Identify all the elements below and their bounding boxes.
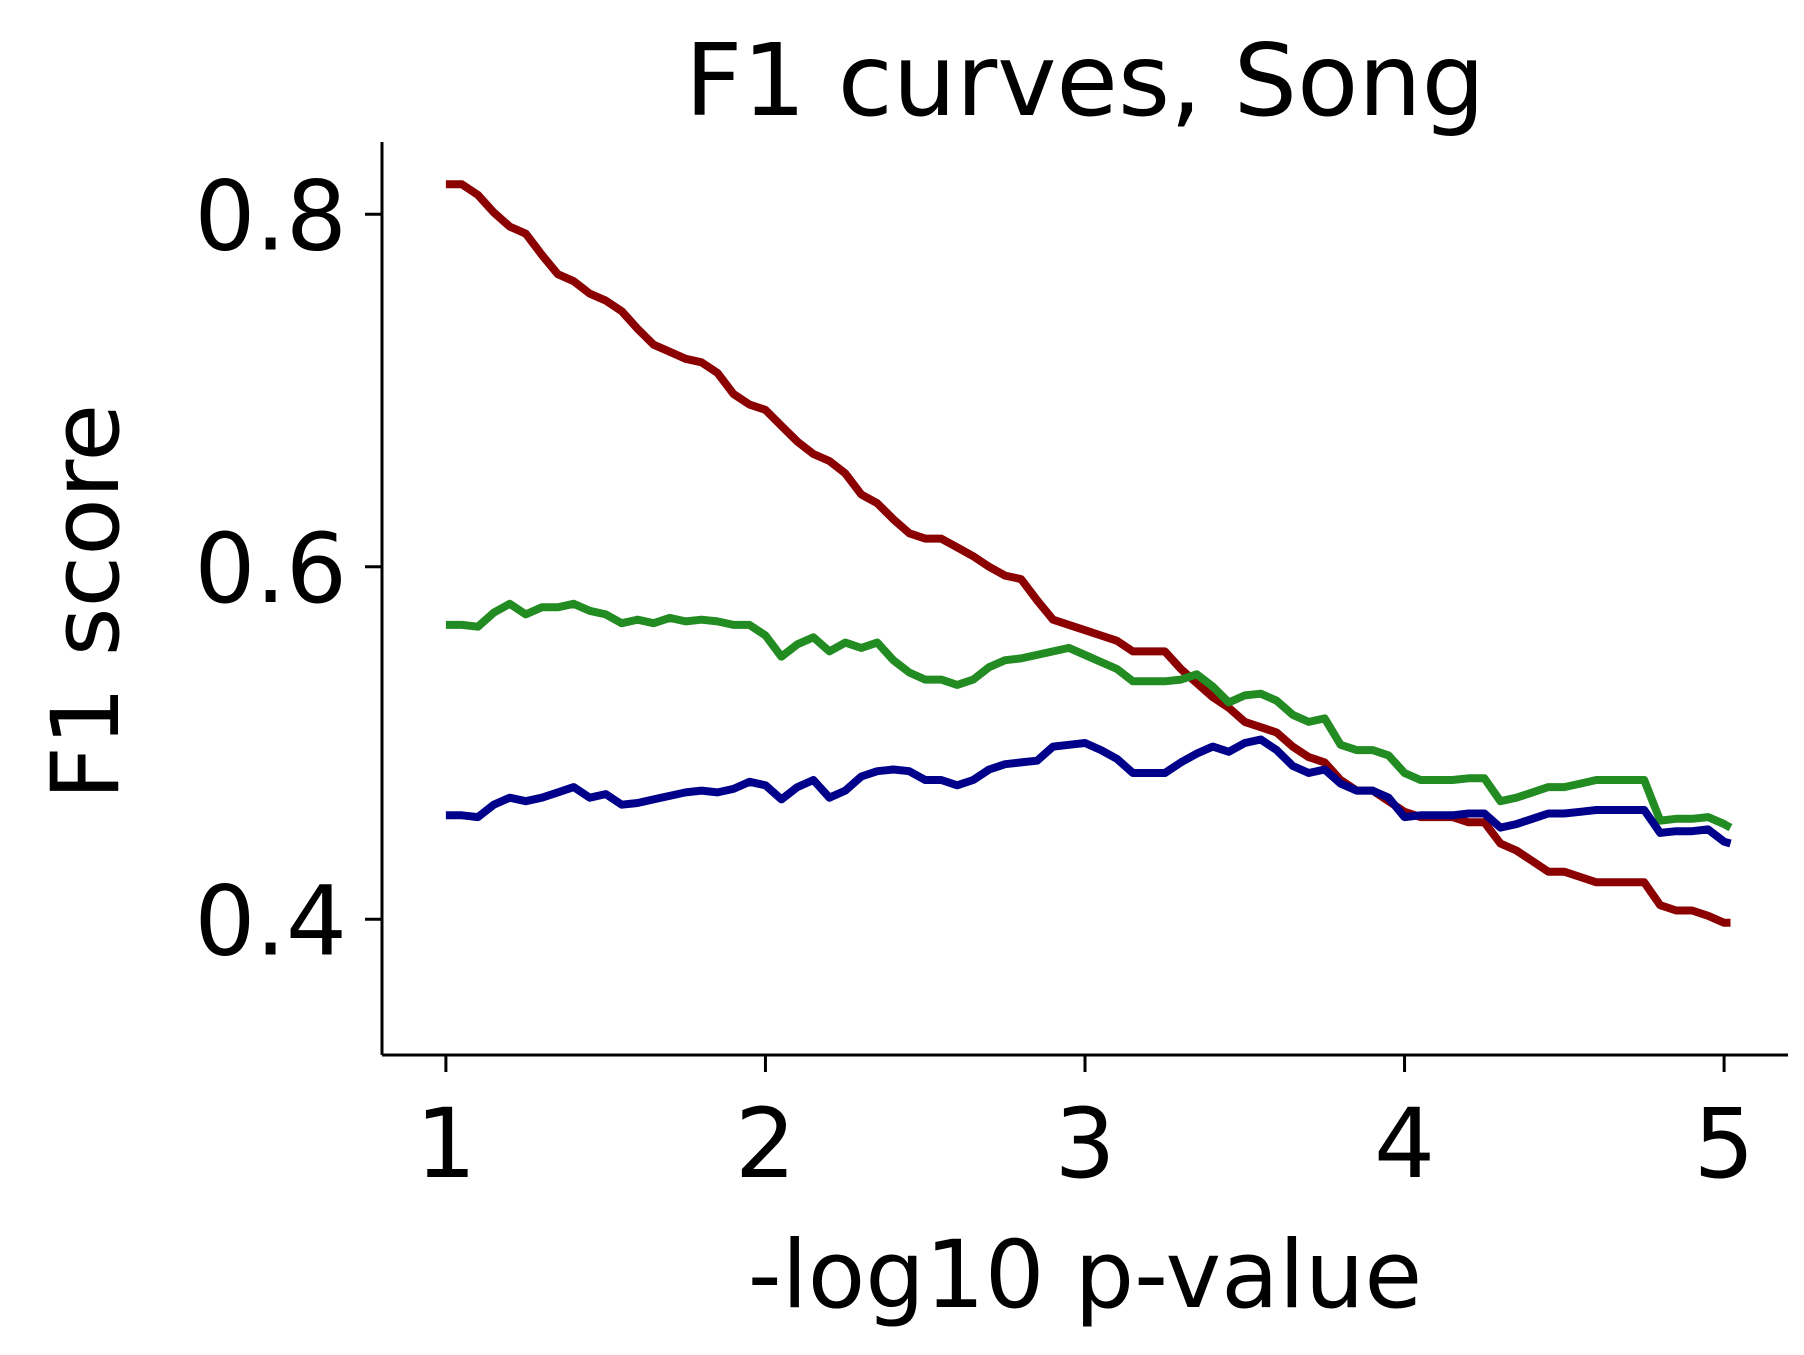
x-tick-label: 3: [1054, 1088, 1115, 1200]
x-tick-label: 4: [1374, 1088, 1435, 1200]
y-tick-label: 0.6: [194, 513, 347, 625]
y-axis-ticks: 0.4 0.6 0.8: [194, 160, 382, 977]
x-tick-label: 5: [1694, 1088, 1755, 1200]
series-group: [445, 180, 1733, 927]
chart-title: F1 curves, Song: [685, 22, 1485, 139]
y-tick-label: 0.8: [194, 160, 347, 272]
x-tick-label: 1: [415, 1088, 476, 1200]
series-line-3: [445, 735, 1732, 848]
x-axis-ticks: 1 2 3 4 5: [415, 1055, 1755, 1200]
x-axis-label: -log10 p-value: [748, 1221, 1423, 1330]
y-tick-label: 0.4: [194, 865, 347, 977]
y-axis-label: F1 score: [32, 404, 141, 800]
x-tick-label: 2: [735, 1088, 796, 1200]
series-line-2: [445, 599, 1733, 832]
series-line-1: [445, 180, 1731, 927]
